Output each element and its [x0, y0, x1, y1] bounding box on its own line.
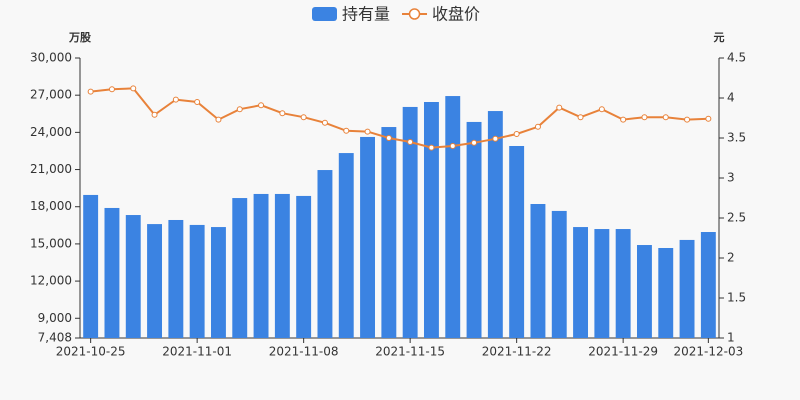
- y-tick-label: 18,000: [30, 199, 72, 213]
- line-point: [449, 143, 456, 149]
- y-tick-label: 9,000: [38, 311, 72, 325]
- bar: [253, 193, 269, 338]
- bar: [168, 219, 184, 338]
- bar: [530, 203, 546, 338]
- line-point: [385, 135, 392, 141]
- bar: [147, 224, 163, 338]
- y-tick-label: 24,000: [30, 125, 72, 139]
- y-tick-label: 30,000: [30, 51, 72, 65]
- bar: [189, 224, 205, 338]
- line-point: [407, 139, 414, 145]
- y2-tick-label: 2.5: [727, 211, 746, 225]
- line-point: [556, 104, 563, 111]
- line-point: [279, 110, 286, 117]
- bar: [487, 111, 503, 339]
- bar: [509, 145, 525, 338]
- line-point: [343, 127, 350, 134]
- y-tick-label: 21,000: [30, 162, 72, 176]
- x-tick-label: 2021-11-15: [375, 345, 445, 359]
- bar: [104, 207, 120, 338]
- legend-label: 收盘价: [432, 5, 480, 24]
- bar: [615, 229, 631, 338]
- bar: [210, 227, 226, 338]
- bar: [445, 96, 461, 339]
- bar: [551, 210, 567, 338]
- x-tick-label: 2021-11-08: [269, 345, 339, 359]
- legend-swatch: [312, 7, 337, 21]
- line-point: [662, 114, 669, 121]
- line-point: [151, 111, 158, 118]
- line-point: [534, 123, 541, 130]
- line-point: [705, 115, 712, 122]
- line-point: [172, 96, 179, 103]
- bar: [317, 170, 333, 338]
- x-tick-label: 2021-11-01: [162, 345, 232, 359]
- y-tick-label: 12,000: [30, 274, 72, 288]
- line-point: [194, 99, 201, 105]
- bar: [125, 215, 141, 338]
- x-tick-label: 2021-11-22: [482, 345, 552, 359]
- line-point: [471, 139, 478, 146]
- bar: [594, 229, 610, 338]
- bar: [232, 198, 248, 338]
- y-tick-label: 27,000: [30, 88, 72, 102]
- line-point: [428, 144, 435, 151]
- bar: [679, 239, 695, 338]
- y-axis-unit: 万股: [68, 31, 92, 44]
- x-tick-label: 2021-10-25: [56, 345, 126, 359]
- line-point: [130, 85, 137, 92]
- bar: [423, 101, 439, 338]
- y-tick-label: 7,408: [38, 331, 72, 345]
- bar: [658, 247, 674, 338]
- bar: [636, 245, 652, 338]
- bar: [296, 195, 312, 338]
- y2-tick-label: 3.5: [727, 131, 746, 145]
- x-tick-label: 2021-12-03: [673, 345, 743, 359]
- line-point: [620, 116, 627, 123]
- bar: [381, 127, 397, 338]
- y2-tick-label: 1: [727, 331, 735, 345]
- bar: [402, 106, 418, 338]
- bar: [360, 136, 376, 338]
- line-point: [684, 116, 691, 123]
- bar: [573, 227, 589, 338]
- y2-tick-label: 1.5: [727, 291, 746, 305]
- y-tick-label: 15,000: [30, 236, 72, 250]
- line-point: [236, 106, 243, 113]
- line-point: [215, 116, 222, 123]
- bar: [274, 193, 290, 338]
- line-point: [598, 106, 605, 113]
- line-point: [641, 114, 648, 121]
- line-point: [577, 114, 584, 121]
- bar: [83, 194, 99, 338]
- line-point: [258, 102, 265, 109]
- legend-swatch-point: [408, 8, 421, 20]
- y2-tick-label: 4: [727, 91, 735, 105]
- bar: [700, 232, 716, 338]
- y2-tick-label: 2: [727, 251, 735, 265]
- line-point: [364, 128, 371, 135]
- line-point: [300, 114, 307, 121]
- line-point: [513, 131, 520, 137]
- line-point: [108, 86, 115, 93]
- legend-label: 持有量: [342, 5, 390, 24]
- line-point: [87, 88, 94, 95]
- y2-axis-unit: 元: [714, 31, 725, 44]
- line-point: [492, 135, 499, 142]
- bar: [466, 121, 482, 338]
- bar: [338, 153, 354, 338]
- y2-tick-label: 3: [727, 171, 735, 185]
- line: [90, 87, 709, 149]
- y2-tick-label: 4.5: [727, 51, 746, 65]
- x-tick-label: 2021-11-29: [588, 345, 658, 359]
- line-point: [321, 119, 328, 126]
